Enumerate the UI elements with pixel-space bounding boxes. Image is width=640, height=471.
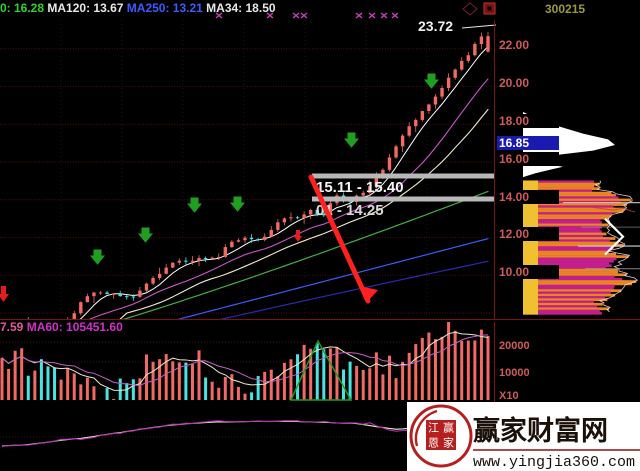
svg-text:恩: 恩	[428, 437, 439, 450]
svg-text:家: 家	[443, 436, 454, 450]
svg-text:赢: 赢	[443, 421, 454, 435]
svg-text:www.yingjia360.com: www.yingjia360.com	[473, 454, 635, 471]
svg-text:赢家财富网: 赢家财富网	[473, 415, 608, 446]
svg-text:江: 江	[428, 422, 439, 435]
